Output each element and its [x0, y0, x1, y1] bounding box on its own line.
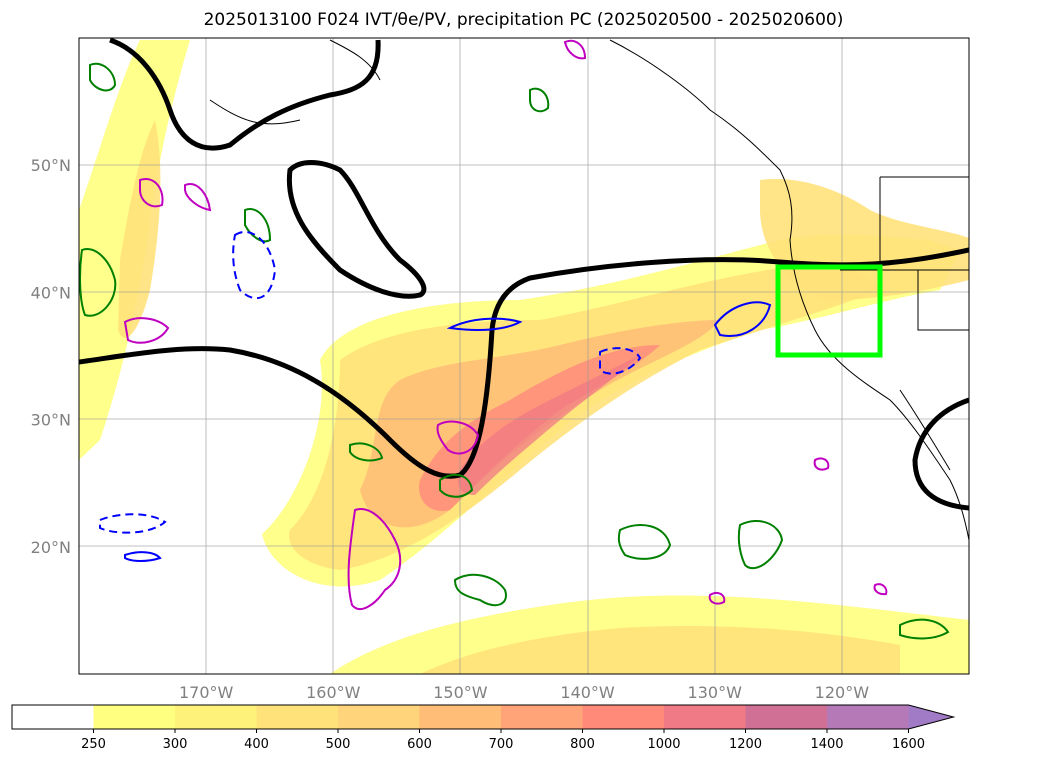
colorbar-segment: [338, 705, 420, 729]
longitude-labels: 170°W 160°W 150°W 140°W 130°W 120°W: [179, 683, 869, 702]
colorbar-segment: [419, 705, 502, 729]
pv-contour: [79, 248, 117, 317]
precip-contour: [139, 178, 164, 208]
pv-positive-contours: [79, 62, 950, 640]
colorbar-segment: [256, 705, 339, 729]
colorbar-tick-label: 300: [163, 737, 188, 752]
lon-tick-label: 120°W: [815, 683, 870, 702]
pv-neg-contour: [232, 230, 277, 300]
colorbar-tick-label: 1200: [729, 737, 762, 752]
lon-tick-label: 150°W: [433, 683, 488, 702]
precip-contour: [347, 508, 402, 610]
pv-neg-contour: [599, 347, 642, 375]
precip-pc-contours: [123, 39, 888, 610]
colorbar-tick-label: 800: [570, 737, 595, 752]
pv-contour: [529, 87, 550, 113]
coastline-alaska: [209, 39, 381, 125]
colorbar-segment: [582, 705, 665, 729]
colorbar-tick-label: 250: [81, 737, 106, 752]
lat-tick-label: 40°N: [31, 283, 71, 302]
precip-contour: [184, 183, 212, 212]
pv-negative-contours: [99, 230, 772, 562]
colorbar-segment: [745, 705, 828, 729]
colorbar-tick-label: 500: [326, 737, 351, 752]
precip-contour: [813, 457, 830, 471]
map-panel: [78, 37, 970, 675]
colorbar-tick-label: 700: [489, 737, 514, 752]
colorbar-segment-below: [12, 705, 94, 729]
colorbar-segment: [93, 705, 176, 729]
lon-tick-label: 130°W: [688, 683, 743, 702]
precip-contour: [123, 317, 170, 344]
precip-contour: [563, 39, 587, 60]
precip-contour: [873, 583, 888, 596]
colorbar-tick-label: 400: [244, 737, 269, 752]
colorbar-segment: [827, 705, 909, 729]
latitude-labels: 20°N 30°N 40°N 50°N: [31, 156, 71, 557]
pv-contour: [439, 473, 474, 498]
lon-tick-label: 170°W: [179, 683, 234, 702]
precip-contour: [708, 592, 726, 605]
precip-contour: [436, 420, 480, 455]
lon-tick-label: 160°W: [306, 683, 361, 702]
colorbar-segment: [175, 705, 257, 729]
theta-e-contour-north: [109, 38, 381, 151]
pv-neg-contour: [124, 551, 162, 562]
ivt-south-band-inner: [420, 625, 900, 674]
colorbar-tick-label: 1600: [892, 737, 925, 752]
pv-contour: [349, 442, 384, 462]
theta-e-contour-main: [79, 247, 969, 479]
coastline: [209, 39, 969, 541]
ivt-field: [79, 38, 969, 674]
graticule: [79, 38, 969, 674]
pv-contour: [453, 573, 507, 607]
pv-contour: [737, 520, 784, 570]
colorbar-tick-label: 1400: [810, 737, 843, 752]
chart-title: 2025013100 F024 IVT/θe/PV, precipitation…: [203, 10, 844, 30]
coastline-north-america: [609, 39, 969, 541]
pv-neg-contour: [713, 301, 772, 337]
ivt-west-patch-inner: [118, 120, 161, 338]
theta-e-contour-east: [912, 397, 969, 511]
pv-contour: [617, 524, 672, 560]
lat-tick-label: 50°N: [31, 156, 71, 175]
lat-tick-label: 20°N: [31, 538, 71, 557]
theta-e-contour-loop: [286, 160, 427, 299]
colorbar-tick-label: 600: [407, 737, 432, 752]
colorbar-segment: [501, 705, 583, 729]
border-states: [840, 177, 969, 331]
colorbar-extend-arrow: [908, 705, 954, 729]
pv-contour: [899, 618, 950, 640]
colorbar-outline: [11, 704, 956, 730]
theta-e-contours: [79, 38, 969, 511]
map-frame: [78, 37, 970, 675]
pv-neg-contour: [99, 513, 167, 534]
colorbar-segment: [664, 705, 746, 729]
pv-neg-contour: [446, 317, 523, 331]
lat-tick-label: 30°N: [31, 411, 71, 430]
region-box: [775, 264, 883, 358]
lon-tick-label: 140°W: [560, 683, 615, 702]
colorbar: 250 300 400 500 600 700 800 1000 1200 1400 1600: [11, 704, 956, 752]
pv-contour: [244, 208, 272, 243]
ivt-contour-800: [458, 355, 640, 495]
pv-contour: [89, 62, 117, 92]
colorbar-tick-label: 1000: [647, 737, 680, 752]
